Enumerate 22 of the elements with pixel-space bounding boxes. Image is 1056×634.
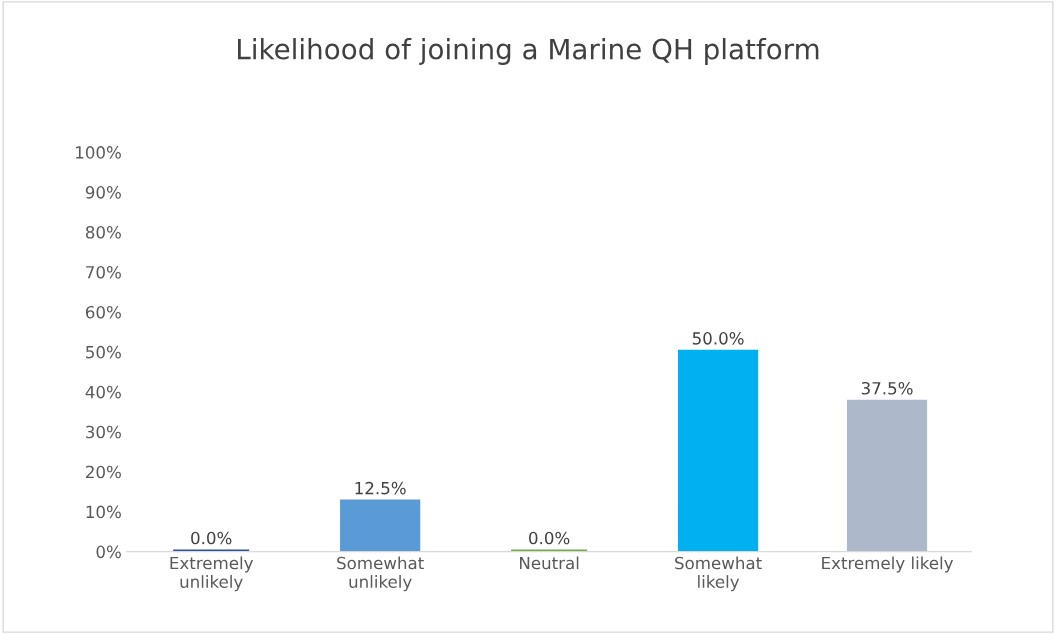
chart-title: Likelihood of joining a Marine QH platform: [238, 38, 819, 65]
y-tick-label: 100%: [76, 146, 121, 159]
data-label: 50.0%: [692, 332, 744, 345]
x-tick-label: Neutral: [520, 556, 579, 570]
y-tick-label: 50%: [86, 345, 121, 359]
y-tick-label: 20%: [86, 465, 121, 479]
x-tick-label: Extremely unlikely: [170, 556, 254, 592]
y-tick-label: 30%: [86, 425, 121, 439]
y-tick-label: 0%: [96, 545, 121, 559]
y-tick-label: 40%: [85, 385, 121, 399]
x-tick-label: Extremely likely: [822, 556, 954, 573]
data-label: 37.5%: [861, 381, 913, 395]
data-label: 12.5%: [355, 481, 406, 495]
y-tick-label: 10%: [86, 505, 121, 519]
y-tick-label: 70%: [86, 265, 121, 279]
x-tick-label: Somewhat unlikely: [337, 556, 424, 592]
y-tick-label: 60%: [85, 305, 121, 319]
y-tick-label: 80%: [85, 226, 121, 239]
x-tick-label: Somewhat likely: [675, 556, 762, 592]
y-tick-label: 90%: [85, 186, 121, 199]
data-label: 0.0%: [191, 531, 232, 545]
data-label: 0.0%: [529, 531, 570, 545]
